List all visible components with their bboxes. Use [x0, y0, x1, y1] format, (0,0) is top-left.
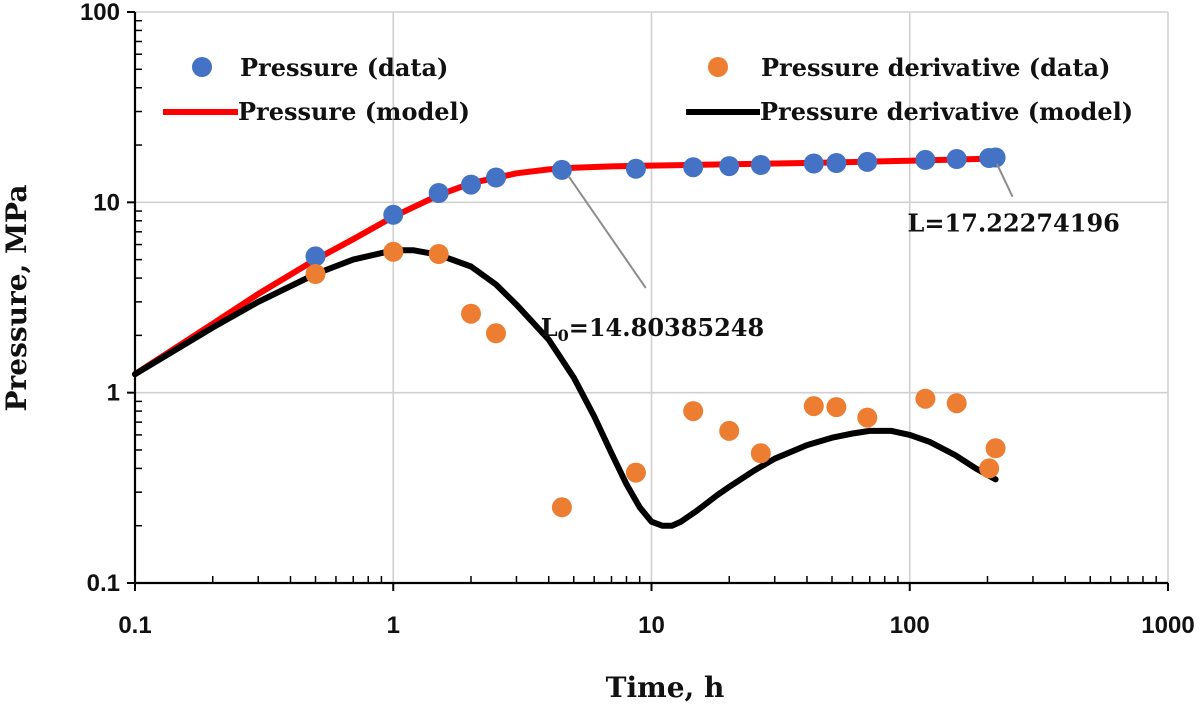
pressure-derivative-data-point — [915, 388, 936, 409]
pressure-data-point — [826, 153, 847, 173]
x-tick-label: 1 — [387, 612, 400, 639]
y-tick-label: 0.1 — [87, 570, 120, 597]
x-tick-label: 1000 — [1141, 612, 1194, 639]
legend-pressure-scatter-marker — [192, 57, 212, 77]
x-tick-label: 100 — [890, 612, 930, 639]
legend-pressure-derivative-scatter-label: Pressure derivative (data) — [761, 53, 1110, 82]
minor-ticks — [127, 11, 1169, 591]
pressure-derivative-data-point — [979, 458, 1000, 479]
x-tick-label: 0.1 — [118, 612, 151, 639]
pressure-data-point — [305, 246, 326, 267]
pressure-derivative-data-point — [305, 264, 326, 284]
x-axis-title: Time, h — [606, 671, 725, 704]
pressure-data-point — [750, 155, 771, 175]
pressure-data-point — [461, 174, 481, 195]
x-tick-labels: 0.1 1 10 100 1000 — [118, 612, 1194, 639]
series-points — [305, 147, 1006, 518]
pressure-data-point — [383, 204, 404, 225]
pressure-derivative-model-line — [132, 247, 999, 529]
pressure-derivative-data-point — [857, 407, 878, 428]
pressure-derivative-data-point — [551, 497, 572, 518]
pressure-data-point — [683, 157, 704, 178]
pressure-data-point — [486, 167, 506, 188]
annotation-leader-L — [996, 163, 1014, 198]
pressure-derivative-data-point — [683, 401, 704, 422]
pressure-derivative-data-point — [750, 443, 771, 464]
pressure-derivative-data-point — [486, 323, 506, 344]
pressure-data-point — [915, 149, 936, 170]
pressure-derivative-data-point — [428, 244, 449, 264]
legend: Pressure (data) Pressure derivative (data… — [163, 53, 1133, 126]
axes — [133, 12, 1168, 585]
legend-pressure-derivative-line-label: Pressure derivative (model) — [760, 97, 1133, 126]
pressure-data-point — [803, 153, 824, 174]
pressure-derivative-data-point — [946, 393, 967, 414]
pressure-derivative-data-point — [625, 462, 646, 483]
y-tick-label: 1 — [107, 380, 120, 407]
annotation-label-L0: L0=14.80385248 — [541, 313, 764, 345]
pressure-data-point — [428, 183, 449, 203]
pressure-data-point — [625, 158, 646, 179]
x-tick-label: 10 — [638, 612, 665, 639]
pressure-derivative-data-point — [985, 438, 1006, 459]
pressure-derivative-data-point — [803, 396, 824, 417]
annotation-leader-L0 — [567, 175, 647, 289]
y-axis-title: Pressure, MPa — [0, 184, 33, 411]
pressure-data-point — [719, 156, 740, 177]
legend-pressure-line-label: Pressure (model) — [238, 97, 470, 126]
y-tick-label: 100 — [80, 0, 120, 26]
pressure-data-point — [857, 151, 878, 172]
legend-pressure-derivative-scatter-marker — [708, 57, 728, 77]
pressure-derivative-data-point — [719, 420, 740, 441]
pressure-data-point — [985, 147, 1006, 168]
y-tick-labels: 0.1 1 10 100 — [80, 0, 120, 597]
pressure-derivative-data-point — [461, 303, 481, 324]
pressure-derivative-data-point — [826, 397, 847, 418]
pressure-derivative-data-point — [383, 241, 404, 262]
legend-pressure-scatter-label: Pressure (data) — [240, 53, 448, 82]
pressure-data-point — [946, 149, 967, 169]
annotation-label-L: L=17.22274196 — [908, 209, 1120, 238]
gridlines — [135, 11, 1169, 583]
pressure-data-point — [551, 159, 572, 180]
annotations: L0=14.80385248 L=17.22274196 — [541, 163, 1120, 345]
y-tick-label: 10 — [93, 189, 120, 216]
